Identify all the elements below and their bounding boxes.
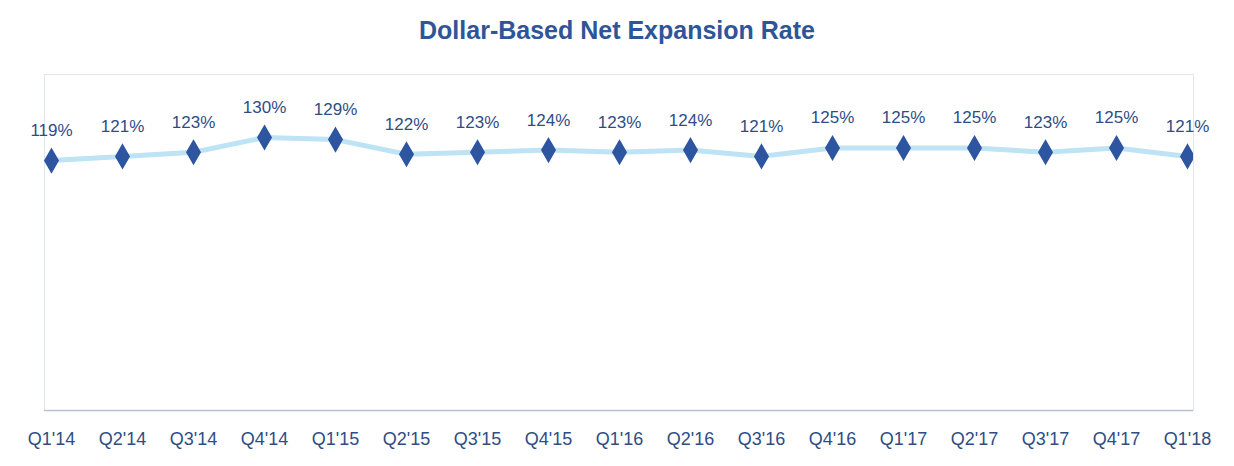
svg-text:124%: 124% [669, 111, 712, 130]
svg-text:121%: 121% [740, 117, 783, 136]
svg-text:Q4'17: Q4'17 [1093, 429, 1140, 449]
svg-text:119%: 119% [30, 121, 72, 140]
svg-text:124%: 124% [527, 111, 570, 130]
svg-text:Q1'18: Q1'18 [1164, 429, 1211, 449]
svg-text:123%: 123% [598, 113, 641, 132]
svg-text:130%: 130% [243, 98, 286, 117]
svg-text:Q3'14: Q3'14 [170, 429, 217, 449]
svg-text:121%: 121% [1166, 117, 1209, 136]
svg-text:122%: 122% [385, 115, 428, 134]
svg-text:Q3'15: Q3'15 [454, 429, 501, 449]
svg-text:Q4'15: Q4'15 [525, 429, 572, 449]
svg-text:125%: 125% [1095, 108, 1138, 127]
svg-text:Q1'17: Q1'17 [880, 429, 927, 449]
svg-text:125%: 125% [882, 108, 925, 127]
svg-text:129%: 129% [314, 100, 357, 119]
svg-text:Q3'17: Q3'17 [1022, 429, 1069, 449]
svg-text:Q1'14: Q1'14 [28, 429, 75, 449]
svg-text:Q1'16: Q1'16 [596, 429, 643, 449]
svg-text:125%: 125% [811, 108, 854, 127]
svg-text:123%: 123% [172, 113, 215, 132]
svg-text:Q1'15: Q1'15 [312, 429, 359, 449]
svg-text:Q3'16: Q3'16 [738, 429, 785, 449]
svg-text:Q4'16: Q4'16 [809, 429, 856, 449]
svg-text:123%: 123% [1024, 113, 1067, 132]
html-text:Dollar-Based Net Expansion Rat: Dollar-Based Net Expansion Rate [419, 16, 815, 44]
svg-text:Q2'15: Q2'15 [383, 429, 430, 449]
svg-text:121%: 121% [101, 117, 144, 136]
svg-text:Q2'16: Q2'16 [667, 429, 714, 449]
svg-text:Q2'14: Q2'14 [99, 429, 146, 449]
svg-text:Q2'17: Q2'17 [951, 429, 998, 449]
svg-text:Q4'14: Q4'14 [241, 429, 288, 449]
svg-text:123%: 123% [456, 113, 499, 132]
svg-text:125%: 125% [953, 108, 996, 127]
